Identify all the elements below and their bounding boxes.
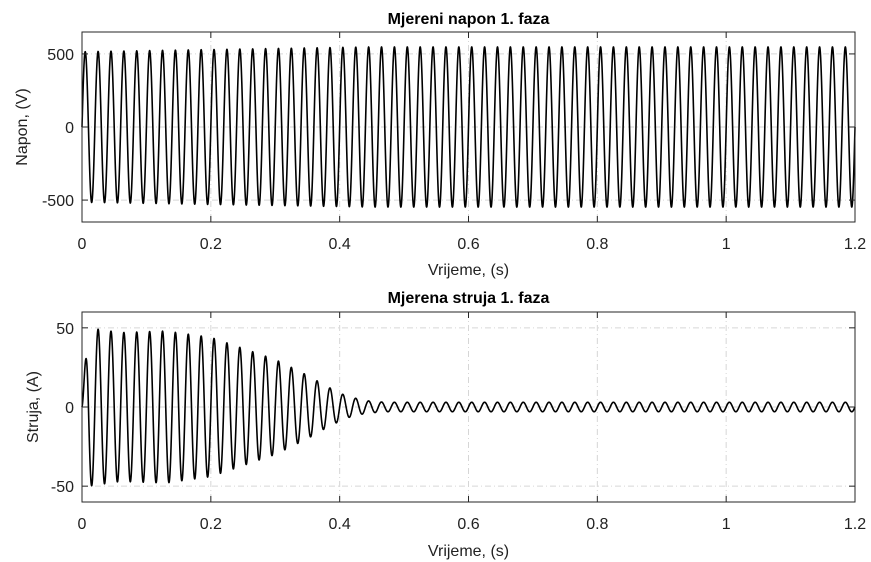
current-y-axis-label: Struja, (A) [25,371,42,443]
voltage-x-tick-label: 0.4 [329,236,351,253]
current-chart-title: Mjerena struja 1. faza [388,290,550,307]
current-x-tick-label: 1.2 [844,516,866,533]
current-plot: 0 0.2 0.4 0.6 0.8 1 1.2 -50 0 50 Mjerena struja 1… [25,290,866,560]
current-x-tick-label: 1 [722,516,731,533]
voltage-y-tick-label: 0 [65,120,74,137]
current-x-tick-label: 0 [78,516,87,533]
voltage-x-tick-label: 0.8 [586,236,608,253]
voltage-y-axis-label: Napon, (V) [14,88,31,165]
current-x-tick-label: 0.2 [200,516,222,533]
voltage-x-tick-label: 0 [78,236,87,253]
current-y-tick-label: 50 [56,321,74,338]
voltage-x-tick-label: 1.2 [844,236,866,253]
voltage-series-line [81,46,856,208]
voltage-x-tick-label: 0.2 [200,236,222,253]
voltage-y-tick-label: 500 [47,47,74,64]
voltage-y-tick-label: -500 [42,193,74,210]
current-y-tick-label: -50 [51,479,74,496]
current-series-line [81,328,856,487]
current-x-tick-label: 0.4 [329,516,351,533]
voltage-x-tick-label: 1 [722,236,731,253]
current-y-tick-label: 0 [65,400,74,417]
voltage-chart-title: Mjereni napon 1. faza [388,11,550,28]
voltage-x-axis-label: Vrijeme, (s) [428,262,509,279]
voltage-plot: 0 0.2 0.4 0.6 0.8 1 1.2 -500 0 500 Mjereni napon … [14,11,866,279]
current-x-axis-label: Vrijeme, (s) [428,543,509,560]
current-x-tick-label: 0.6 [457,516,479,533]
current-x-tick-label: 0.8 [586,516,608,533]
voltage-x-tick-label: 0.6 [457,236,479,253]
